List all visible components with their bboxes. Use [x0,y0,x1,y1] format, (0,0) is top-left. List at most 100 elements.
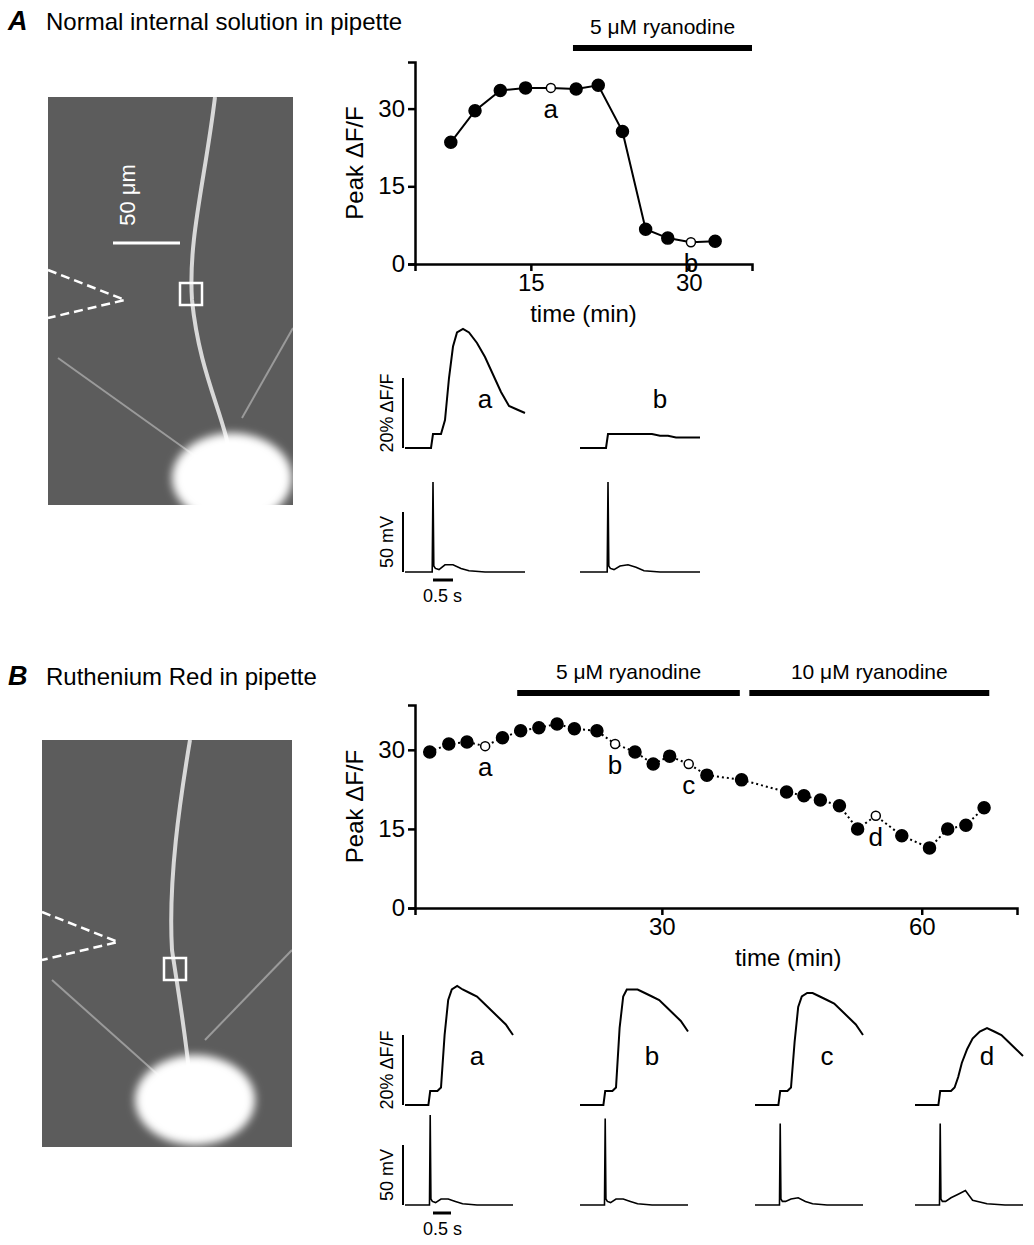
marker [852,823,864,835]
trace-label: a [470,1041,485,1071]
tick-mark [408,186,415,189]
soma-glow [172,433,292,505]
scale-bar-voltage [402,1145,404,1205]
fluorescence-trace [405,329,525,448]
voltage-trace [405,482,525,572]
tick-label: 60 [909,913,936,940]
panel-title: Ruthenium Red in pipette [46,663,317,690]
panel-letter: B [8,661,28,691]
marker [896,830,908,842]
marker [515,725,527,737]
scale-bar-time [433,1212,451,1215]
marker [736,774,748,786]
x-axis: 1530 [416,264,753,296]
trace-label: c [821,1041,834,1071]
tick-label: 15 [378,172,405,199]
x-axis-title: time (min) [530,300,637,327]
marker [833,800,845,812]
scale-label-time: 0.5 s [423,1219,462,1239]
treatment-label: 10 μM ryanodine [791,660,948,683]
scale-bar-voltage [402,512,404,572]
scale-label-voltage: 50 mV [377,516,397,568]
marker [443,738,455,750]
panel: B Ruthenium Red in pipette 30 60 0 15 30 Peak Δ… [8,660,1023,1239]
x-axis: 30 60 [416,908,1018,940]
tick: 60 [909,908,936,940]
pipette-outline [48,270,125,318]
marker [647,758,659,770]
micrograph: 50 μm [48,97,293,523]
marker [496,732,508,744]
fluorescence-trace [915,1028,1023,1105]
open-marker [546,83,555,92]
marker [814,794,826,806]
marker [960,819,972,831]
marker [798,790,810,802]
voltage-trace [405,1115,513,1205]
panel-title: Normal internal solution in pipette [46,8,402,35]
marker [570,83,582,95]
tick: 30 [378,736,415,763]
micrograph [42,740,292,1147]
panel-letter: A [7,6,28,36]
point-label: a [478,752,493,782]
y-axis: 0 15 30 [378,63,415,278]
marker [520,82,532,94]
soma [150,1065,240,1135]
marker [568,723,580,735]
tick: 0 [392,250,415,277]
scale-bar-fluorescence [402,378,404,448]
tick-mark [408,749,415,752]
point-label: d [869,822,883,852]
point-label: c [682,770,695,800]
treatment-bar [573,45,752,51]
open-marker [684,760,693,769]
scale-label-fluorescence: 20% ΔF/F [377,373,397,452]
tick-mark [408,907,415,910]
open-marker [481,742,490,751]
series-line [430,724,984,848]
tick: 15 [518,264,545,296]
marker [640,223,652,235]
pipette-outline [42,912,118,960]
y-axis-title: Peak ΔF/F [341,750,368,863]
tick-label: 30 [649,913,676,940]
marker [942,823,954,835]
trace-label: a [478,384,493,414]
marker [461,736,473,748]
tick-label: 0 [392,894,405,921]
tick: 30 [378,95,415,122]
marker [781,786,793,798]
series-line [451,85,715,242]
fluorescence-trace [755,993,863,1105]
y-axis-line [408,706,416,909]
figure: A Normal internal solution in pipette 50 μ… [0,0,1034,1245]
tick-label: 0 [392,250,405,277]
tick-label: 30 [378,736,405,763]
treatment-label: 5 μM ryanodine [556,660,701,683]
voltage-trace [915,1123,1023,1205]
dendrite-branch [205,950,292,1040]
image-scale-bar [113,242,180,245]
scale-bar-fluorescence [402,1035,404,1105]
marker [533,722,545,734]
voltage-trace [755,1123,863,1205]
marker [664,750,676,762]
trace-label: b [653,384,667,414]
treatment-label: 5 μM ryanodine [590,15,735,38]
marker [924,842,936,854]
open-marker [611,740,620,749]
marker [701,769,713,781]
scale-label-voltage: 50 mV [377,1149,397,1201]
marker [662,232,674,244]
point-label: b [684,248,698,278]
roi-box [164,958,186,980]
point-label: b [608,750,622,780]
tick-mark [408,828,415,831]
fluorescence-trace [405,986,513,1105]
tick-label: 15 [378,815,405,842]
plot-marks [445,79,721,247]
marker [469,105,481,117]
y-axis: 0 15 30 [378,706,415,922]
soma [187,443,277,505]
